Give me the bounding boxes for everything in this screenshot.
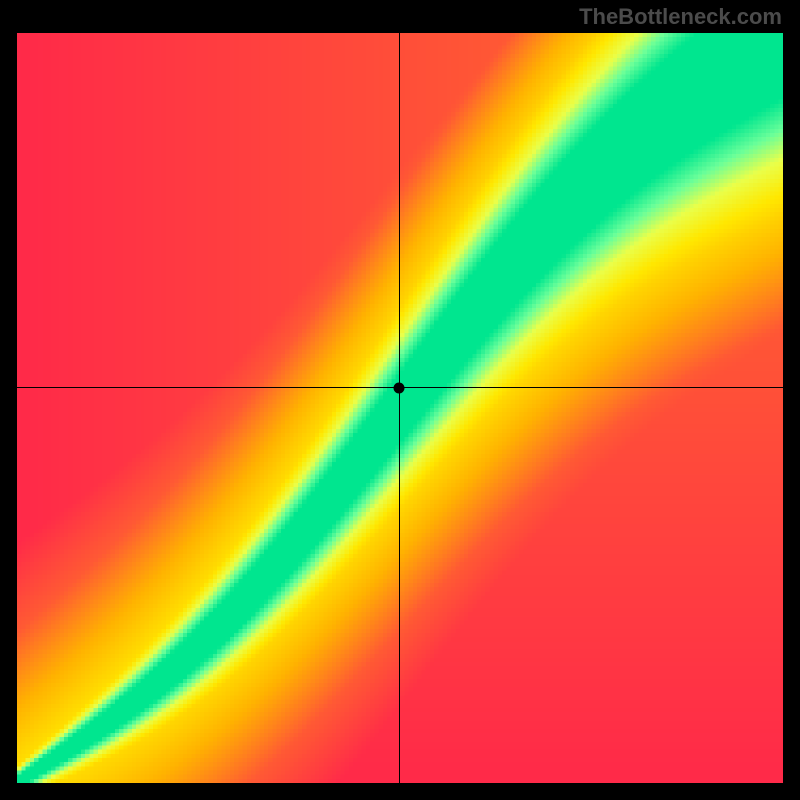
chart-container: TheBottleneck.com	[0, 0, 800, 800]
watermark-text: TheBottleneck.com	[579, 4, 782, 30]
heatmap-plot-area	[17, 33, 783, 783]
heatmap-canvas	[17, 33, 783, 783]
crosshair-point	[394, 382, 405, 393]
crosshair-vertical	[399, 33, 400, 783]
